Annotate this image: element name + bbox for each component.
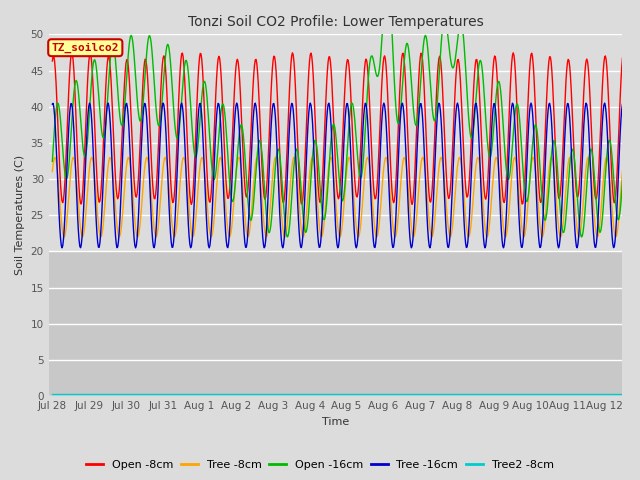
Tree2 -8cm	[115, 391, 123, 397]
Tree -16cm	[429, 209, 436, 215]
Tree2 -8cm	[248, 391, 256, 397]
Open -8cm	[397, 65, 404, 71]
Tree -16cm	[454, 100, 461, 106]
Tree2 -8cm	[270, 391, 278, 397]
Tree -16cm	[221, 215, 228, 221]
Tree -16cm	[132, 245, 140, 251]
Tree -8cm	[189, 234, 196, 240]
Tree -8cm	[249, 188, 257, 194]
Line: Tree -8cm: Tree -8cm	[52, 157, 623, 237]
Bar	[49, 252, 623, 396]
Open -8cm	[249, 84, 257, 89]
Open -8cm	[429, 174, 436, 180]
Y-axis label: Soil Temperatures (C): Soil Temperatures (C)	[15, 155, 25, 276]
Tree -8cm	[429, 232, 436, 238]
Line: Tree -16cm: Tree -16cm	[52, 103, 623, 248]
Tree -8cm	[115, 234, 123, 240]
Open -8cm	[49, 58, 56, 64]
Open -16cm	[397, 103, 404, 109]
Tree -8cm	[397, 178, 404, 184]
Open -16cm	[220, 105, 228, 110]
Tree -8cm	[437, 155, 445, 160]
Open -16cm	[619, 179, 627, 184]
Tree -8cm	[619, 168, 627, 174]
Legend: Open -8cm, Tree -8cm, Open -16cm, Tree -16cm, Tree2 -8cm: Open -8cm, Tree -8cm, Open -16cm, Tree -…	[82, 456, 558, 474]
Tree2 -8cm	[428, 391, 436, 397]
Open -8cm	[188, 202, 195, 207]
Open -8cm	[115, 187, 123, 193]
Tree2 -8cm	[220, 391, 228, 397]
Tree -16cm	[49, 101, 56, 107]
Tree -8cm	[49, 168, 56, 174]
Open -16cm	[248, 212, 256, 218]
Tree -16cm	[249, 118, 257, 124]
Open -16cm	[578, 234, 586, 240]
Open -16cm	[429, 112, 436, 118]
Tree -16cm	[271, 105, 278, 111]
Tree2 -8cm	[619, 391, 627, 397]
Tree -8cm	[221, 192, 228, 197]
Open -8cm	[509, 50, 517, 56]
Tree -16cm	[397, 108, 404, 113]
Open -16cm	[49, 158, 56, 164]
Text: TZ_soilco2: TZ_soilco2	[52, 43, 119, 53]
Tree -16cm	[115, 228, 123, 234]
Title: Tonzi Soil CO2 Profile: Lower Temperatures: Tonzi Soil CO2 Profile: Lower Temperatur…	[188, 15, 483, 29]
Open -8cm	[221, 155, 228, 161]
Line: Open -16cm: Open -16cm	[52, 0, 623, 237]
Tree2 -8cm	[396, 391, 404, 397]
Open -16cm	[270, 185, 278, 191]
Open -16cm	[115, 107, 123, 113]
Tree -16cm	[619, 101, 627, 107]
Tree2 -8cm	[49, 391, 56, 397]
X-axis label: Time: Time	[322, 417, 349, 427]
Open -8cm	[619, 55, 627, 61]
Line: Open -8cm: Open -8cm	[52, 53, 623, 204]
Open -8cm	[271, 54, 278, 60]
Tree -8cm	[271, 157, 278, 163]
